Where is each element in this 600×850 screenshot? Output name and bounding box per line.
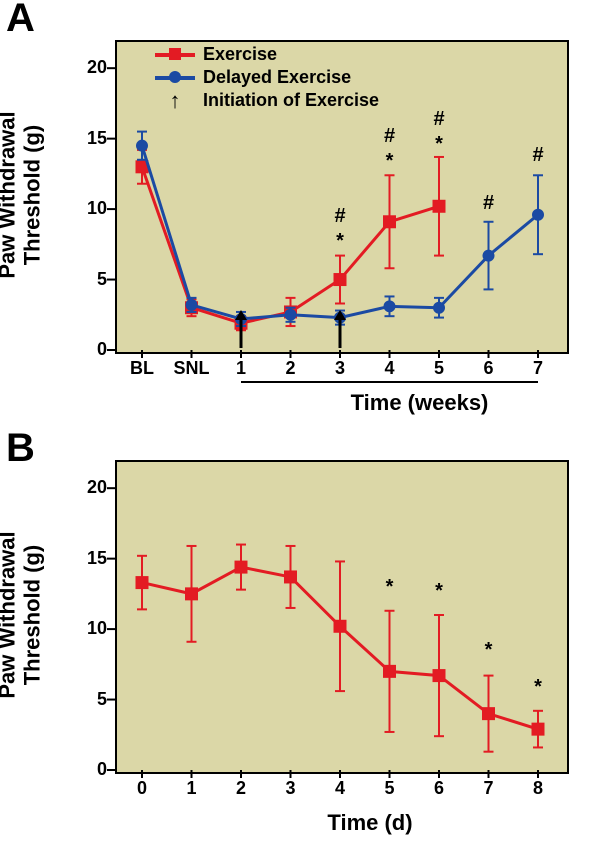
x-tick-label: 4	[315, 778, 365, 799]
x-tick-label: 7	[464, 778, 514, 799]
y-tick-label: 0	[67, 759, 107, 780]
figure-root: A05101520BLSNL1234567Paw WithdrawalThres…	[0, 0, 600, 850]
y-tick-label: 15	[67, 548, 107, 569]
plot-svg	[0, 0, 600, 850]
y-axis-label: Paw WithdrawalThreshold (g)	[0, 531, 45, 698]
x-tick-label: 3	[266, 778, 316, 799]
y-tick-label: 20	[67, 477, 107, 498]
x-tick-label: 0	[117, 778, 167, 799]
y-tick-label: 5	[67, 689, 107, 710]
significance-marker: *	[528, 676, 548, 699]
significance-marker: *	[429, 580, 449, 603]
x-tick-label: 1	[167, 778, 217, 799]
x-tick-label: 6	[414, 778, 464, 799]
significance-marker: *	[479, 639, 499, 662]
x-axis-label: Time (d)	[240, 810, 500, 836]
x-tick-label: 2	[216, 778, 266, 799]
x-tick-label: 8	[513, 778, 563, 799]
significance-marker: *	[380, 576, 400, 599]
x-tick-label: 5	[365, 778, 415, 799]
y-tick-label: 10	[67, 618, 107, 639]
